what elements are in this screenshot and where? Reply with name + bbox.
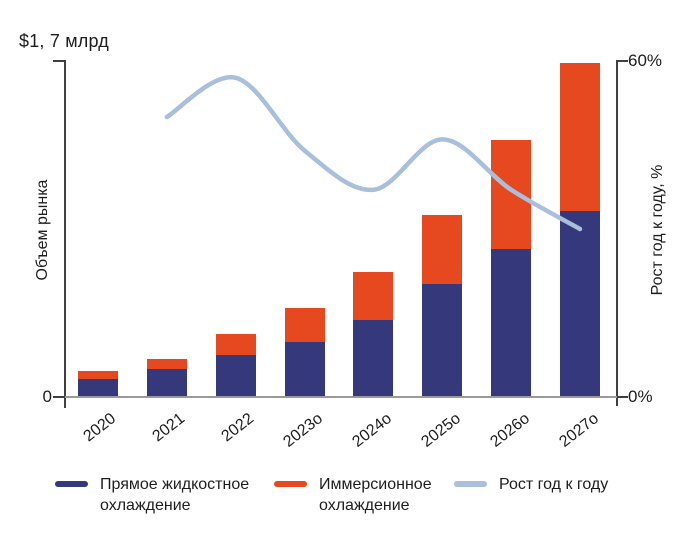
- bar-segment-immersion: [560, 62, 600, 212]
- bar-segment-direct-liquid: [353, 319, 394, 397]
- x-tick-label-2023о: 2023о: [280, 410, 327, 451]
- x-tick-label-2020: 2020: [80, 410, 120, 446]
- bar-segment-direct-liquid: [284, 341, 325, 397]
- legend-item-direct-liquid: Прямое жидкостное охлаждение: [55, 474, 260, 516]
- y-axis-right-zero-label: 0%: [628, 387, 653, 406]
- legend-label-direct-liquid: Прямое жидкостное охлаждение: [100, 476, 250, 514]
- bar-2027о: [560, 62, 600, 397]
- bar-2020: [78, 371, 118, 397]
- bar-segment-immersion: [491, 140, 532, 249]
- bar-segment-direct-liquid: [78, 379, 118, 397]
- legend-label-immersion: Иммерсионное охлаждение: [319, 476, 432, 514]
- bar-segment-immersion: [146, 359, 187, 370]
- y-axis-right-top-tick: [616, 60, 628, 62]
- y-axis-right-zero-tick: [616, 396, 628, 398]
- y-axis-left-title: Объем рынка: [34, 179, 51, 281]
- legend-label-growth-line: Рост год к году: [499, 476, 609, 493]
- legend-swatch-direct-liquid: [55, 481, 88, 487]
- bar-2023о: [284, 308, 325, 397]
- x-tick-label-2024о: 2024о: [349, 410, 395, 451]
- y-axis-left-zero-label: 0: [42, 387, 52, 406]
- bar-segment-immersion: [422, 215, 463, 285]
- bar-segment-immersion: [353, 272, 394, 320]
- bar-segment-immersion: [284, 308, 325, 342]
- bar-2022: [215, 333, 256, 397]
- y-axis-max-annotation: $1, 7 млрд: [19, 31, 110, 51]
- bar-segment-direct-liquid: [560, 211, 600, 397]
- x-tick-label-2022: 2022: [218, 410, 258, 446]
- bar-segment-immersion: [215, 333, 256, 356]
- x-tick-label-2025о: 2025о: [418, 410, 464, 451]
- y-axis-right-title: Рост год к году, %: [649, 164, 666, 296]
- x-axis-baseline: [65, 396, 617, 398]
- bar-2025о: [422, 215, 463, 397]
- y-axis-left-zero-tick: [53, 396, 65, 398]
- legend-swatch-immersion: [274, 481, 307, 487]
- bar-2021: [146, 359, 187, 397]
- legend-swatch-growth-line: [454, 481, 487, 487]
- y-axis-left-top-tick: [53, 60, 65, 62]
- bar-segment-direct-liquid: [146, 369, 187, 397]
- y-axis-right-spine: [616, 60, 618, 406]
- bar-segment-direct-liquid: [491, 248, 532, 397]
- y-axis-left-spine: [64, 60, 66, 408]
- bar-2024о: [353, 272, 394, 397]
- x-tick-label-2027о: 2027о: [555, 410, 602, 451]
- legend-item-immersion: Иммерсионное охлаждение: [274, 474, 449, 516]
- y-axis-right-max-label: 60%: [628, 51, 663, 70]
- bar-segment-direct-liquid: [422, 284, 463, 397]
- x-tick-label-2021: 2021: [149, 410, 189, 446]
- bar-segment-direct-liquid: [215, 355, 256, 397]
- bar-segment-immersion: [78, 371, 118, 380]
- legend-item-growth-line: Рост год к году: [454, 474, 608, 495]
- bar-2026о: [491, 140, 532, 397]
- x-tick-label-2026о: 2026о: [487, 410, 533, 451]
